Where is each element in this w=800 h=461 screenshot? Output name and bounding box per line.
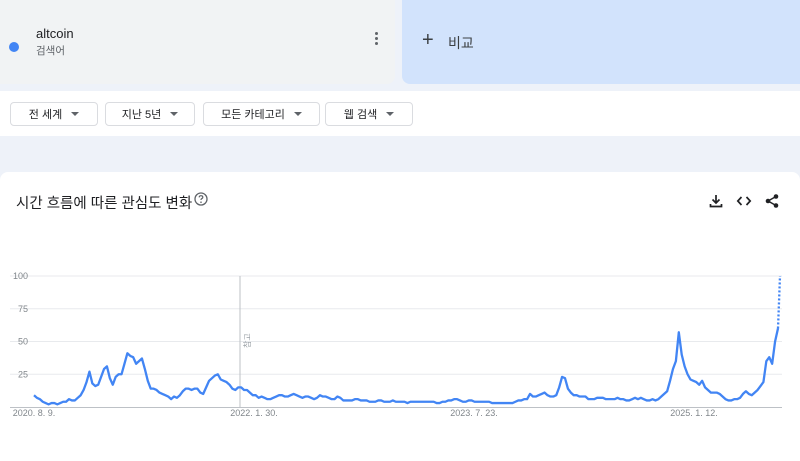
download-icon[interactable]: [707, 192, 725, 210]
y-tick-label: 25: [18, 369, 28, 379]
chart-title: 시간 흐름에 따른 관심도 변화: [16, 196, 193, 212]
category-filter-label: 모든 카테고리: [221, 109, 285, 121]
y-tick-label: 100: [13, 271, 28, 281]
share-icon[interactable]: [763, 192, 781, 210]
series-color-dot: [9, 42, 19, 52]
compare-button[interactable]: + 비교: [402, 0, 800, 84]
search-type-filter-label: 웹 검색: [343, 109, 378, 121]
dropdown-caret-icon: [170, 112, 179, 116]
search-term-type: 검색어: [36, 45, 65, 57]
interest-over-time-card: 시간 흐름에 따른 관심도 변화 25 50 75 100 2020. 8. 9. 202…: [0, 172, 800, 461]
dropdown-caret-icon: [71, 112, 80, 116]
x-tick-label: 2020. 8. 9.: [13, 408, 56, 418]
dropdown-caret-icon: [293, 112, 302, 116]
filter-bar: 전 세계 지난 5년 모든 카테고리 웹 검색: [0, 91, 800, 136]
time-range-filter[interactable]: 지난 5년: [105, 102, 195, 126]
plus-icon: +: [422, 29, 434, 51]
series-partial-segment: [776, 275, 782, 329]
y-tick-label: 75: [18, 304, 28, 314]
interest-line-chart: 25 50 75 100 2020. 8. 9. 2022. 1. 30. 2023. 7.…: [10, 271, 782, 418]
search-type-filter[interactable]: 웹 검색: [325, 102, 413, 126]
search-term-name: altcoin: [36, 26, 74, 41]
x-tick-label: 2023. 7. 23.: [450, 408, 498, 418]
category-filter[interactable]: 모든 카테고리: [203, 102, 320, 126]
time-range-filter-label: 지난 5년: [121, 109, 162, 121]
x-tick-label: 2025. 1. 12.: [670, 408, 718, 418]
help-icon[interactable]: [194, 192, 208, 206]
y-tick-label: 50: [18, 337, 28, 347]
x-tick-label: 2022. 1. 30.: [230, 408, 278, 418]
region-filter-label: 전 세계: [28, 109, 63, 121]
compare-label: 비교: [448, 35, 474, 51]
series-line-altcoin: [33, 328, 780, 406]
embed-code-icon[interactable]: [735, 192, 753, 210]
search-term-card[interactable]: altcoin 검색어: [0, 0, 395, 84]
dropdown-caret-icon: [386, 112, 395, 116]
more-options-icon[interactable]: [368, 30, 384, 52]
region-filter[interactable]: 전 세계: [10, 102, 98, 126]
annotation-label: 참고: [242, 333, 252, 348]
